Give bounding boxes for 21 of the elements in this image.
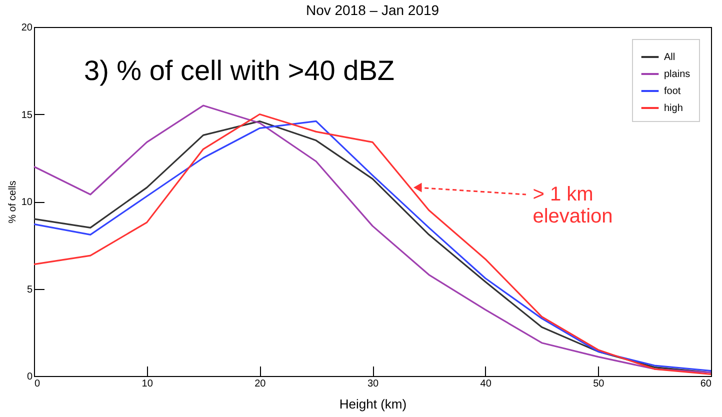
x-tick-label: 40 (480, 378, 492, 390)
x-tick-label: 30 (367, 378, 379, 390)
x-tick-label: 50 (593, 378, 605, 390)
legend-label: All (664, 52, 676, 63)
y-axis-title: % of cells (7, 180, 18, 224)
x-axis-title: Height (km) (339, 396, 407, 412)
x-tick-label: 20 (254, 378, 266, 390)
y-tick-label: 0 (26, 372, 33, 382)
legend-label: foot (664, 86, 681, 97)
annotation: > 1 km elevation (532, 184, 613, 228)
x-tick-label: 60 (700, 378, 712, 390)
x-tick-label: 0 (34, 378, 40, 390)
chart-title: Nov 2018 – Jan 2019 (306, 2, 440, 18)
y-tick-label: 10 (21, 197, 33, 208)
annotation: 3) % of cell with >40 dBZ (84, 55, 394, 86)
legend-label: high (664, 103, 683, 114)
x-tick-label: 10 (142, 378, 154, 390)
legend-label: plains (664, 69, 690, 80)
y-tick-label: 5 (26, 284, 33, 296)
y-tick-label: 20 (21, 22, 33, 34)
y-tick-label: 15 (21, 110, 33, 121)
